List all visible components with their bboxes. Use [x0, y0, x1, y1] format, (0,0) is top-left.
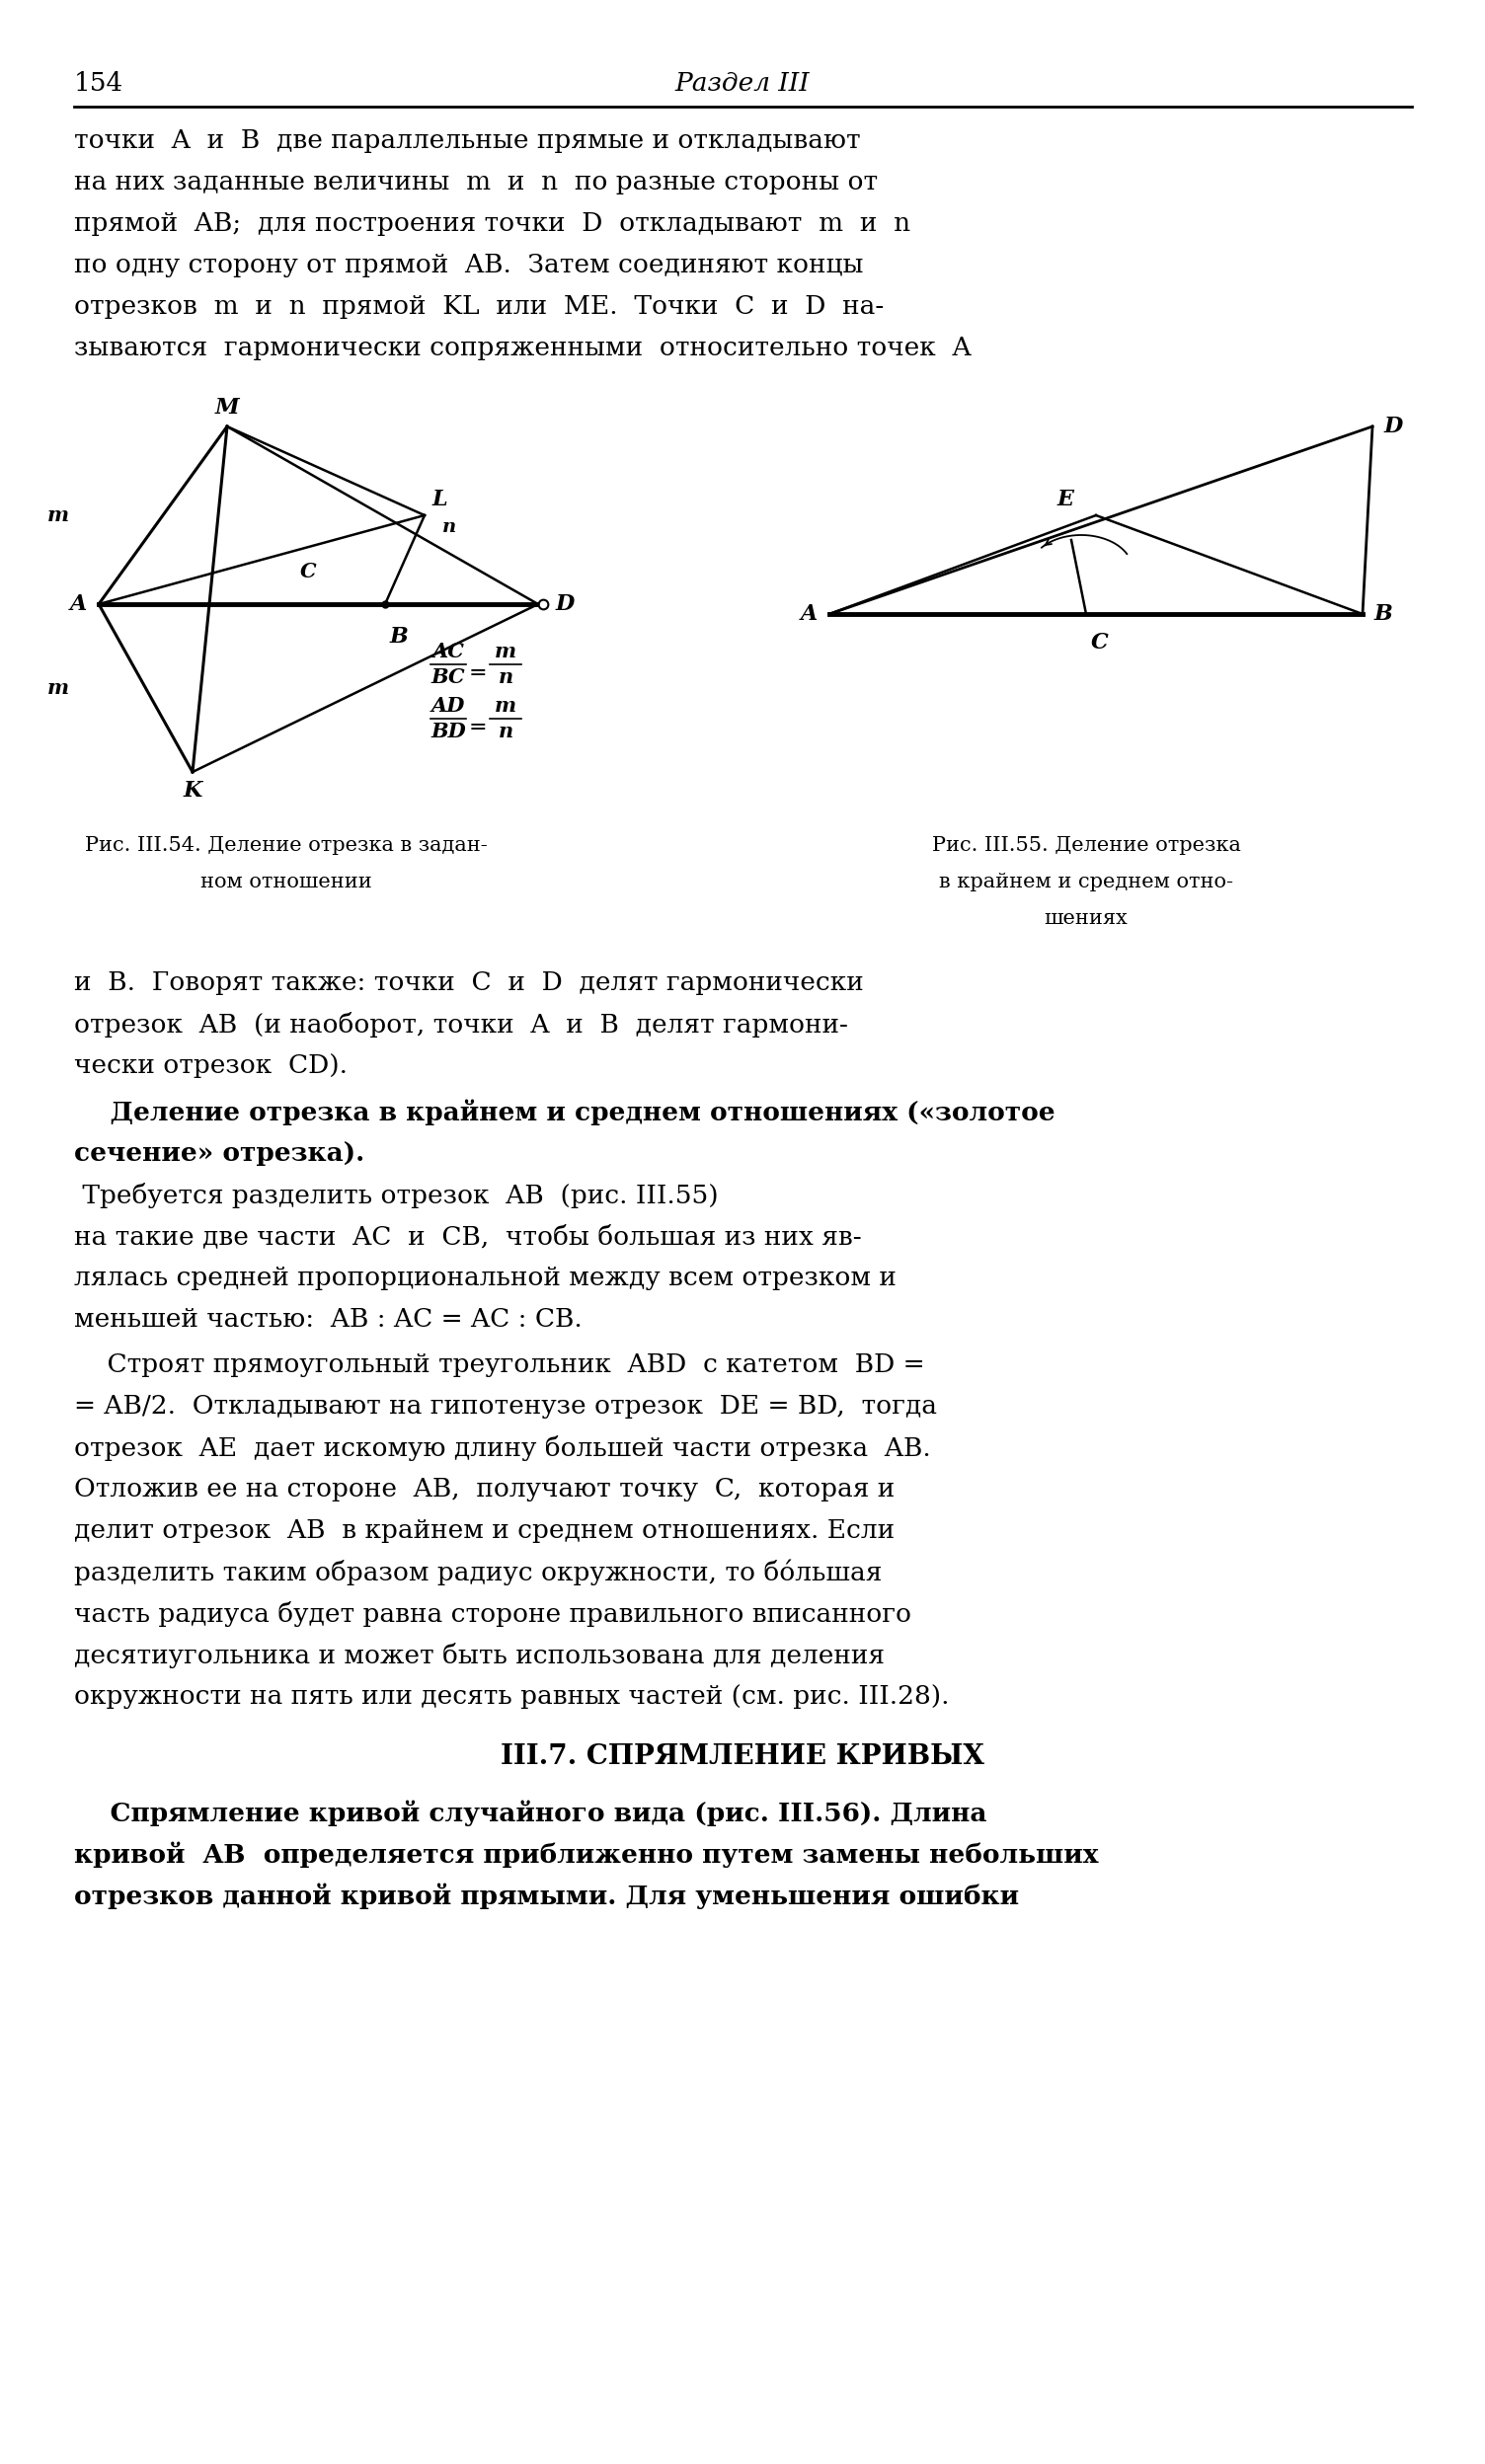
Text: по одну сторону от прямой  AB.  Затем соединяют концы: по одну сторону от прямой AB. Затем соед… — [74, 254, 863, 278]
Text: окружности на пять или десять равных частей (см. рис. III.28).: окружности на пять или десять равных час… — [74, 1683, 949, 1710]
Text: в крайнем и среднем отно-: в крайнем и среднем отно- — [939, 872, 1233, 892]
Text: Деление отрезка в крайнем и среднем отношениях («золотое: Деление отрезка в крайнем и среднем отно… — [74, 1099, 1056, 1126]
Text: Спрямление кривой случайного вида (рис. III.56). Длина: Спрямление кривой случайного вида (рис. … — [74, 1799, 988, 1826]
Text: десятиугольника и может быть использована для деления: десятиугольника и может быть использован… — [74, 1643, 885, 1668]
Text: M: M — [215, 397, 239, 419]
Text: кривой  AB  определяется приближенно путем замены небольших: кривой AB определяется приближенно путем… — [74, 1841, 1099, 1868]
Text: AC: AC — [432, 641, 465, 660]
Text: =: = — [469, 717, 487, 739]
Text: m: m — [495, 641, 517, 660]
Text: отрезков  m  и  n  прямой  KL  или  ME.  Точки  C  и  D  на-: отрезков m и n прямой KL или ME. Точки C… — [74, 293, 884, 318]
Text: чески отрезок  CD).: чески отрезок CD). — [74, 1052, 347, 1079]
Text: m: m — [495, 695, 517, 715]
Text: III.7. СПРЯМЛЕНИЕ КРИВЫХ: III.7. СПРЯМЛЕНИЕ КРИВЫХ — [500, 1745, 985, 1769]
Text: B: B — [391, 626, 408, 648]
Text: меньшей частью:  AB : AC = AC : CB.: меньшей частью: AB : AC = AC : CB. — [74, 1306, 582, 1331]
Text: E: E — [1057, 488, 1074, 510]
Text: Отложив ее на стороне  AB,  получают точку  C,  которая и: Отложив ее на стороне AB, получают точку… — [74, 1476, 895, 1501]
Text: разделить таким образом радиус окружности, то бóльшая: разделить таким образом радиус окружност… — [74, 1560, 882, 1587]
Text: BD: BD — [431, 722, 466, 742]
Text: m: m — [48, 505, 70, 525]
Text: прямой  AB;  для построения точки  D  откладывают  m  и  n: прямой AB; для построения точки D отклад… — [74, 212, 910, 237]
Text: L: L — [432, 488, 448, 510]
Text: BC: BC — [431, 668, 465, 687]
Text: зываются  гармонически сопряженными  относительно точек  A: зываются гармонически сопряженными относ… — [74, 335, 971, 360]
Text: отрезков данной кривой прямыми. Для уменьшения ошибки: отрезков данной кривой прямыми. Для умен… — [74, 1882, 1019, 1910]
Text: D: D — [555, 594, 575, 616]
Text: C: C — [1091, 631, 1109, 653]
Text: A: A — [70, 594, 88, 616]
Text: и  B.  Говорят также: точки  C  и  D  делят гармонически: и B. Говорят также: точки C и D делят га… — [74, 971, 864, 995]
Text: ном отношении: ном отношении — [200, 872, 373, 892]
Text: Требуется разделить отрезок  AB  (рис. III.55): Требуется разделить отрезок AB (рис. III… — [74, 1183, 719, 1207]
Text: A: A — [800, 604, 818, 626]
Text: D: D — [1384, 416, 1403, 436]
Text: n: n — [497, 668, 512, 687]
Text: B: B — [1375, 604, 1393, 626]
Text: m: m — [48, 678, 70, 697]
Text: 154: 154 — [74, 71, 123, 96]
Text: C: C — [300, 562, 316, 582]
Text: шениях: шениях — [1044, 909, 1129, 929]
Text: = AB/2.  Откладывают на гипотенузе отрезок  DE = BD,  тогда: = AB/2. Откладывают на гипотенузе отрезо… — [74, 1395, 937, 1419]
Text: отрезок  AE  дает искомую длину большей части отрезка  AB.: отрезок AE дает искомую длину большей ча… — [74, 1437, 931, 1461]
Text: Раздел III: Раздел III — [676, 71, 809, 96]
Text: Строят прямоугольный треугольник  ABD  с катетом  BD =: Строят прямоугольный треугольник ABD с к… — [74, 1353, 925, 1377]
Text: Рис. III.54. Деление отрезка в задан-: Рис. III.54. Деление отрезка в задан- — [85, 835, 487, 855]
Text: точки  A  и  B  две параллельные прямые и откладывают: точки A и B две параллельные прямые и от… — [74, 128, 861, 153]
Text: n: n — [443, 517, 456, 537]
Text: на них заданные величины  m  и  n  по разные стороны от: на них заданные величины m и n по разные… — [74, 170, 878, 195]
Text: K: K — [183, 781, 202, 801]
Text: лялась средней пропорциональной между всем отрезком и: лялась средней пропорциональной между вс… — [74, 1266, 897, 1291]
Text: n: n — [497, 722, 512, 742]
Text: сечение» отрезка).: сечение» отрезка). — [74, 1141, 365, 1165]
Text: Рис. III.55. Деление отрезка: Рис. III.55. Деление отрезка — [931, 835, 1240, 855]
Text: =: = — [469, 663, 487, 685]
Text: на такие две части  AC  и  CB,  чтобы большая из них яв-: на такие две части AC и CB, чтобы больша… — [74, 1225, 861, 1249]
Text: делит отрезок  AB  в крайнем и среднем отношениях. Если: делит отрезок AB в крайнем и среднем отн… — [74, 1518, 894, 1542]
Text: часть радиуса будет равна стороне правильного вписанного: часть радиуса будет равна стороне правил… — [74, 1602, 912, 1626]
Text: отрезок  AB  (и наоборот, точки  A  и  B  делят гармони-: отрезок AB (и наоборот, точки A и B деля… — [74, 1013, 848, 1037]
Text: AD: AD — [431, 695, 465, 715]
